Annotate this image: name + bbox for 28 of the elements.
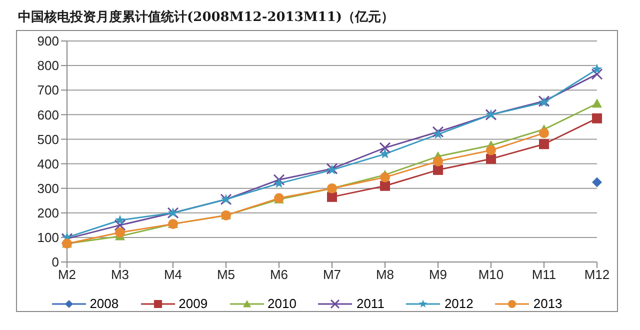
x-tick-label: M4 (164, 267, 182, 282)
y-tick-label: 0 (52, 254, 59, 270)
legend-label: 2011 (356, 296, 384, 311)
y-tick-label: 900 (37, 34, 59, 49)
chart-title: 中国核电投资月度累计值统计(2008M12-2013M11)（亿元） (17, 8, 396, 27)
x-tick-label: M2 (58, 267, 76, 282)
x-tick-label: M6 (270, 267, 288, 282)
x-tick-label: M12 (584, 267, 610, 282)
x-tick-label: M11 (532, 267, 556, 282)
x-tick-label: M7 (322, 267, 342, 282)
y-tick-label: 700 (37, 82, 59, 98)
y-tick-label: 600 (37, 107, 59, 122)
x-tick-label: M3 (110, 267, 130, 282)
legend-label: 2008 (90, 296, 119, 311)
y-tick-label: 800 (37, 58, 59, 74)
x-tick-label: M5 (216, 267, 236, 282)
legend-label: 2009 (178, 296, 208, 311)
x-tick-label: M8 (376, 267, 394, 282)
y-tick-label: 500 (37, 132, 59, 147)
y-tick-label: 200 (37, 206, 59, 221)
x-tick-label: M9 (428, 267, 448, 282)
legend-label: 2013 (533, 296, 562, 311)
x-tick-label: M10 (478, 267, 504, 282)
y-tick-label: 400 (37, 156, 59, 172)
y-tick-label: 300 (37, 180, 59, 196)
legend-label: 2010 (268, 296, 296, 311)
legend-label: 2012 (444, 296, 474, 311)
y-tick-label: 100 (37, 230, 59, 246)
